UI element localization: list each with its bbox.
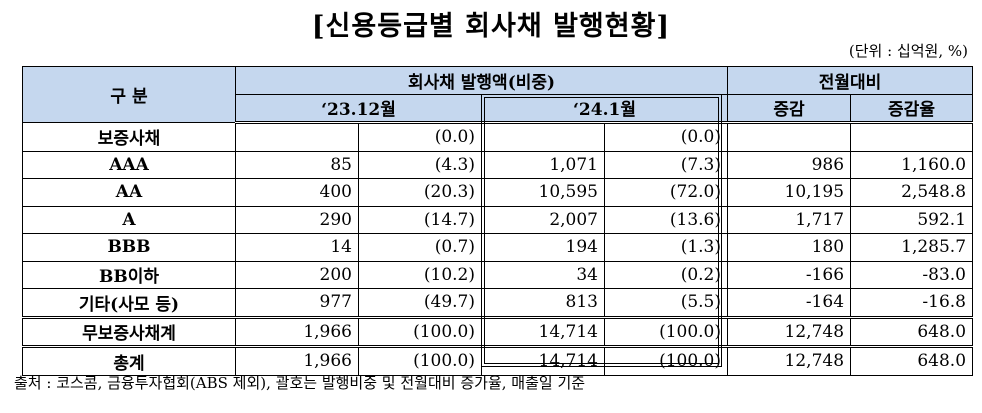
cell-s2: (13.6): [603, 205, 729, 234]
cell-rate: -83.0: [850, 260, 974, 289]
cell-v2: 34: [481, 260, 605, 289]
cell-v1: 977: [235, 288, 359, 318]
cell-s1: (14.7): [358, 205, 482, 234]
cell-change: 10,195: [727, 178, 852, 207]
cell-rate: 2,548.8: [850, 178, 974, 207]
row-label: BBB: [22, 233, 236, 262]
cell-s2: (5.5): [603, 288, 729, 318]
cell-s2: (0.2): [603, 260, 729, 289]
cell-v1: 200: [235, 260, 359, 289]
cell-s1: (100.0): [358, 345, 482, 376]
cell-rate: 592.1: [850, 205, 974, 234]
cell-v2: 14,714: [481, 345, 605, 376]
row-label: 총계: [22, 345, 236, 376]
table-row: A 290 (14.7) 2,007 (13.6) 1,717 592.1: [22, 205, 974, 234]
cell-change: -164: [727, 288, 852, 318]
cell-v1: [235, 122, 359, 152]
table-row: BB이하 200 (10.2) 34 (0.2) -166 -83.0: [22, 260, 974, 289]
cell-change: 12,748: [727, 315, 852, 347]
row-label: 무보증사채계: [22, 315, 236, 347]
cell-s1: (100.0): [358, 315, 482, 347]
cell-v1: 1,966: [235, 315, 359, 347]
cell-v2: 2,007: [481, 205, 605, 234]
table-row: 기타(사모 등) 977 (49.7) 813 (5.5) -164 -16.8: [22, 288, 974, 318]
cell-s2: (72.0): [603, 178, 729, 207]
cell-v1: 1,966: [235, 345, 359, 376]
header-period1: ‘23.12월: [235, 93, 482, 124]
cell-s1: (4.3): [358, 150, 482, 179]
subtotal-row: 무보증사채계 1,966 (100.0) 14,714 (100.0) 12,7…: [22, 315, 974, 347]
cell-rate: 648.0: [850, 315, 974, 347]
table-row: BBB 14 (0.7) 194 (1.3) 180 1,285.7: [22, 233, 974, 262]
header-row-1: 구 분 회사채 발행액(비중) 전월대비: [22, 66, 974, 123]
cell-rate: 648.0: [850, 345, 974, 376]
cell-v2: 10,595: [481, 178, 605, 207]
row-label: 기타(사모 등): [22, 288, 236, 318]
cell-v1: 14: [235, 233, 359, 262]
header-category: 구 분: [22, 66, 236, 123]
cell-s2: (1.3): [603, 233, 729, 262]
cell-s2: (100.0): [603, 345, 729, 376]
cell-s1: (0.7): [358, 233, 482, 262]
cell-v1: 290: [235, 205, 359, 234]
header-row-2: ‘23.12월 ‘24.1월 증감 증감율: [23, 93, 974, 124]
cell-rate: -16.8: [850, 288, 974, 318]
row-label: AAA: [22, 150, 236, 179]
cell-v2: 194: [481, 233, 605, 262]
table-row: 보증사채 (0.0) (0.0): [22, 122, 974, 152]
cell-s1: (49.7): [358, 288, 482, 318]
cell-change: 180: [727, 233, 852, 262]
source-note: 출처 : 코스콤, 금융투자협회(ABS 제외), 괄호는 발행비중 및 전월대…: [14, 374, 586, 392]
cell-change: 1,717: [727, 205, 852, 234]
row-label: AA: [22, 178, 236, 207]
row-label: BB이하: [22, 260, 236, 289]
row-label: A: [22, 205, 236, 234]
cell-v1: 400: [235, 178, 359, 207]
cell-change: -166: [727, 260, 852, 289]
header-change-rate: 증감율: [850, 93, 974, 124]
cell-v2: 14,714: [481, 315, 605, 347]
cell-change: 986: [727, 150, 852, 179]
cell-rate: 1,285.7: [850, 233, 974, 262]
table-title: [신용등급별 회사채 발행현황]: [311, 11, 671, 42]
header-change: 증감: [727, 93, 852, 124]
cell-v2: 1,071: [481, 150, 605, 179]
cell-s1: (20.3): [358, 178, 482, 207]
cell-s1: (0.0): [358, 122, 482, 152]
table-row: AAA 85 (4.3) 1,071 (7.3) 986 1,160.0: [22, 150, 974, 179]
unit-note: (단위 : 십억원, %): [848, 42, 968, 60]
cell-rate: [850, 122, 974, 152]
cell-s2: (0.0): [603, 122, 729, 152]
total-row: 총계 1,966 (100.0) 14,714 (100.0) 12,748 6…: [22, 345, 974, 376]
table-row: AA 400 (20.3) 10,595 (72.0) 10,195 2,548…: [22, 178, 974, 207]
header-period2: ‘24.1월: [480, 93, 729, 124]
cell-rate: 1,160.0: [850, 150, 974, 179]
cell-v2: [481, 122, 605, 152]
cell-change: [727, 122, 852, 152]
bond-issuance-table: 구 분 회사채 발행액(비중) 전월대비 ‘23.12월 ‘24.1월 증감 증…: [22, 66, 974, 376]
cell-v1: 85: [235, 150, 359, 179]
cell-change: 12,748: [727, 345, 852, 376]
cell-s2: (7.3): [603, 150, 729, 179]
cell-s2: (100.0): [603, 315, 729, 347]
cell-v2: 813: [481, 288, 605, 318]
header-mom: 전월대비: [727, 66, 974, 95]
cell-s1: (10.2): [358, 260, 482, 289]
header-issuance: 회사채 발행액(비중): [234, 66, 729, 95]
row-label: 보증사채: [22, 122, 236, 152]
